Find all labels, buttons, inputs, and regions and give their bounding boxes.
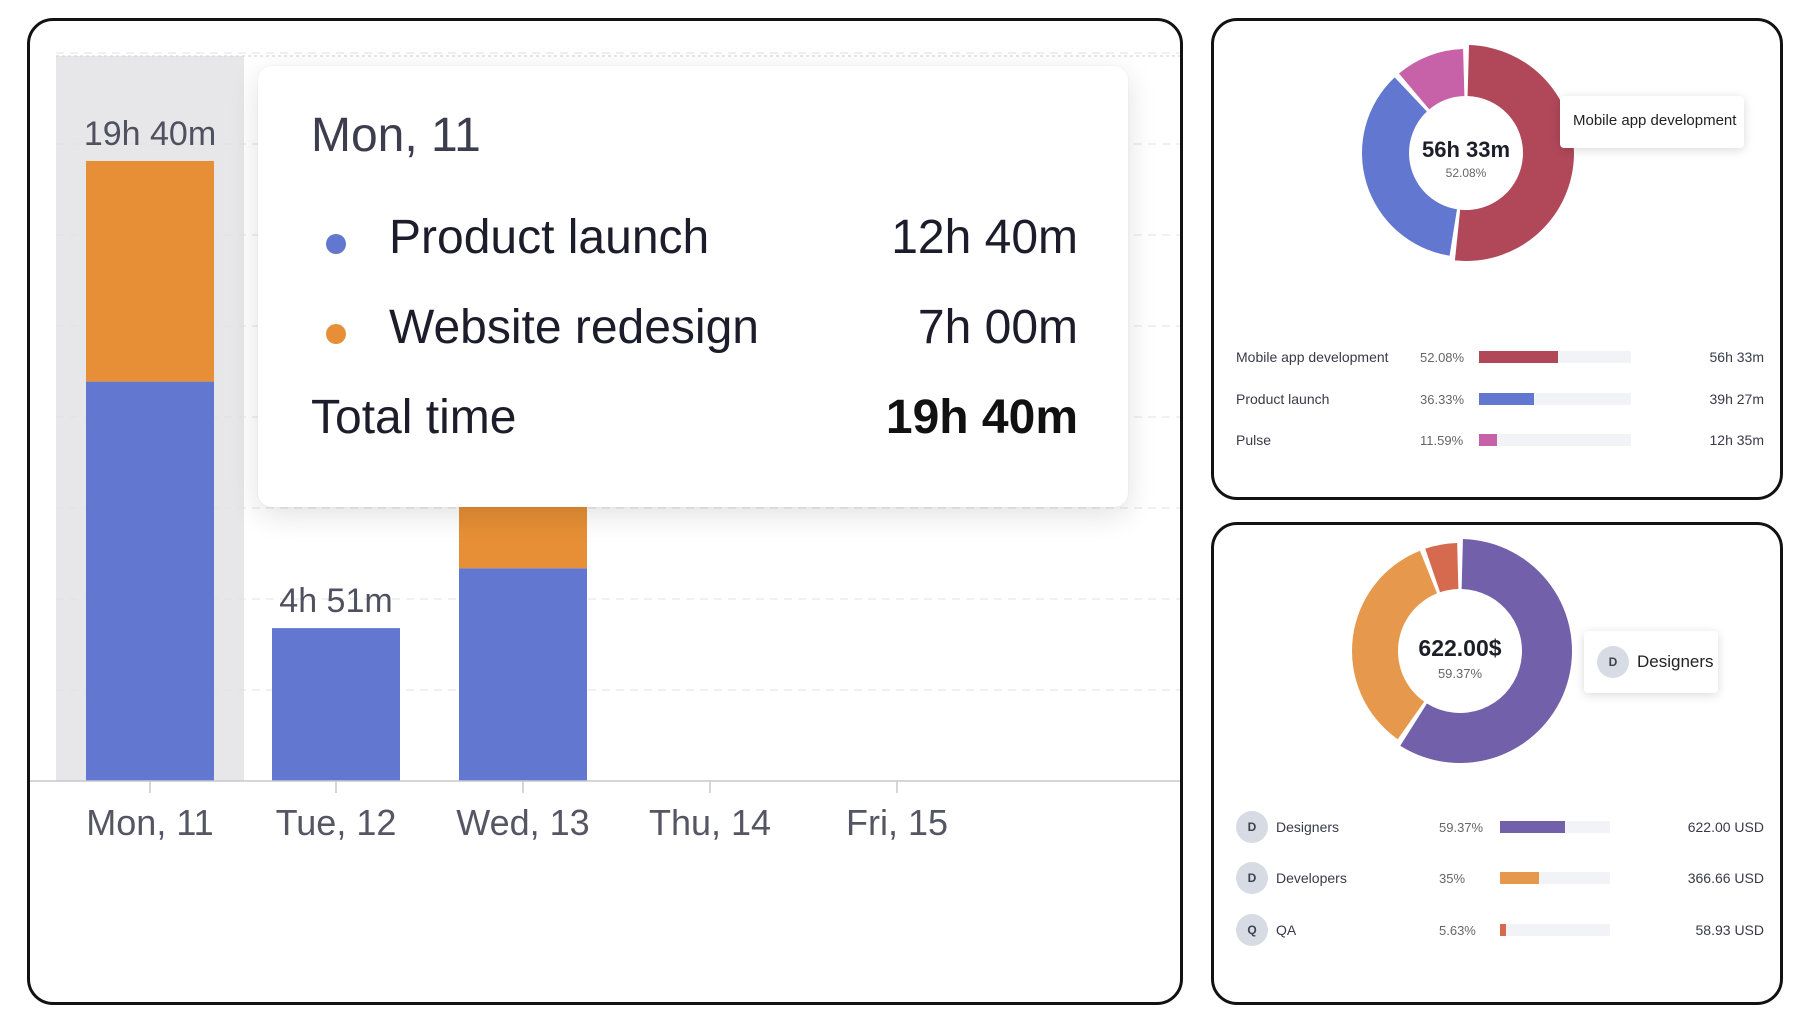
legend-value: 622.00 USD — [1687, 819, 1764, 835]
avatar: D — [1597, 646, 1629, 678]
daily-time-chart-card: 19h 40m Mon, 11 4h 51m Tue, 12 Wed, 13 Thu, 1… — [27, 18, 1183, 1005]
legend-name: Product launch — [1236, 391, 1330, 407]
legend-progress-track — [1479, 351, 1631, 363]
avatar: D — [1236, 862, 1268, 894]
donut-slice[interactable] — [1352, 550, 1438, 740]
legend-name: QA — [1276, 922, 1297, 938]
tooltip-row-label: Product launch — [389, 211, 710, 264]
legend-percent: 11.59% — [1420, 433, 1464, 448]
donut-slice[interactable] — [1362, 77, 1457, 256]
bar-segment[interactable] — [272, 628, 400, 781]
tooltip-row-value: 7h 00m — [917, 301, 1078, 354]
donut-center-value: 622.00$ — [1418, 635, 1501, 661]
legend-value: 39h 27m — [1709, 391, 1764, 407]
x-tick-label: Thu, 14 — [649, 802, 771, 843]
time-by-project-card: 56h 33m 52.08% Mobile app development Mob… — [1211, 18, 1783, 500]
x-tick-label: Mon, 11 — [86, 802, 213, 843]
avatar: D — [1236, 811, 1268, 843]
legend-progress-track — [1500, 924, 1610, 936]
legend-progress-track — [1479, 434, 1631, 446]
legend-progress-track — [1500, 872, 1610, 884]
donut-slice[interactable] — [1398, 49, 1465, 110]
legend-name: Developers — [1276, 870, 1347, 886]
legend-value: 58.93 USD — [1695, 922, 1764, 938]
donut-slice[interactable] — [1425, 543, 1459, 593]
series-dot-icon — [326, 324, 346, 344]
donut-center-percent: 52.08% — [1446, 166, 1487, 180]
donut-slice[interactable] — [1400, 539, 1572, 763]
tooltip-label: Designers — [1637, 652, 1714, 671]
legend-name: Mobile app development — [1236, 349, 1389, 365]
time-donut-chart: 56h 33m 52.08% — [1362, 45, 1574, 261]
legend-percent: 36.33% — [1420, 392, 1465, 407]
bar-total-label: 4h 51m — [279, 582, 392, 620]
x-tick-label: Fri, 15 — [846, 802, 948, 843]
tooltip-title: Mon, 11 — [311, 109, 481, 162]
bar-tooltip: Mon, 11 Product launch 12h 40m Website r… — [258, 66, 1128, 507]
legend-row[interactable]: Mobile app development 52.08% 56h 33m — [1214, 349, 1780, 385]
donut-tooltip: Mobile app development — [1560, 96, 1744, 148]
legend-row[interactable]: D Developers 35% 366.66 USD — [1214, 862, 1780, 902]
cost-donut-chart: 622.00$ 59.37% — [1352, 539, 1572, 763]
tooltip-row-value: 12h 40m — [891, 211, 1078, 264]
series-dot-icon — [326, 234, 346, 254]
x-tick-label: Tue, 12 — [276, 802, 397, 843]
legend-percent: 59.37% — [1439, 820, 1484, 835]
legend-value: 12h 35m — [1709, 432, 1764, 448]
tooltip-row-product-launch: Product launch 12h 40m — [311, 210, 1078, 270]
legend-row[interactable]: Pulse 11.59% 12h 35m — [1214, 432, 1780, 468]
donut-center-percent: 59.37% — [1438, 666, 1483, 681]
bar-segment[interactable] — [459, 568, 587, 781]
tooltip-row-label: Website redesign — [389, 301, 759, 354]
bar-segment[interactable] — [86, 381, 214, 781]
tooltip-total-row: Total time 19h 40m — [311, 390, 1078, 450]
donut-tooltip: D Designers — [1584, 631, 1718, 693]
legend-row[interactable]: Q QA 5.63% 58.93 USD — [1214, 914, 1780, 954]
legend-row[interactable]: D Designers 59.37% 622.00 USD — [1214, 811, 1780, 851]
avatar: Q — [1236, 914, 1268, 946]
tooltip-total-label: Total time — [311, 391, 517, 444]
tooltip-total-value: 19h 40m — [885, 391, 1078, 444]
legend-row[interactable]: Product launch 36.33% 39h 27m — [1214, 391, 1780, 427]
cost-by-role-card: 622.00$ 59.37% D Designers D Designers 59… — [1211, 522, 1783, 1005]
donut-center-value: 56h 33m — [1422, 137, 1510, 162]
legend-name: Pulse — [1236, 432, 1272, 448]
legend-progress-track — [1479, 393, 1631, 405]
stacked-bar-chart: 19h 40m Mon, 11 4h 51m Tue, 12 Wed, 13 Thu, 1… — [30, 52, 1180, 843]
legend-name: Designers — [1276, 819, 1340, 835]
legend-percent: 5.63% — [1439, 923, 1476, 938]
x-tick-label: Wed, 13 — [456, 802, 589, 843]
bar-total-label: 19h 40m — [84, 115, 216, 153]
legend-value: 56h 33m — [1709, 349, 1764, 365]
legend-progress-track — [1500, 821, 1610, 833]
tooltip-row-website-redesign: Website redesign 7h 00m — [311, 300, 1078, 360]
bar-segment[interactable] — [86, 160, 214, 382]
legend-percent: 35% — [1439, 871, 1466, 886]
legend-value: 366.66 USD — [1687, 870, 1764, 886]
legend-percent: 52.08% — [1420, 350, 1465, 365]
donut-slice[interactable] — [1454, 45, 1574, 261]
